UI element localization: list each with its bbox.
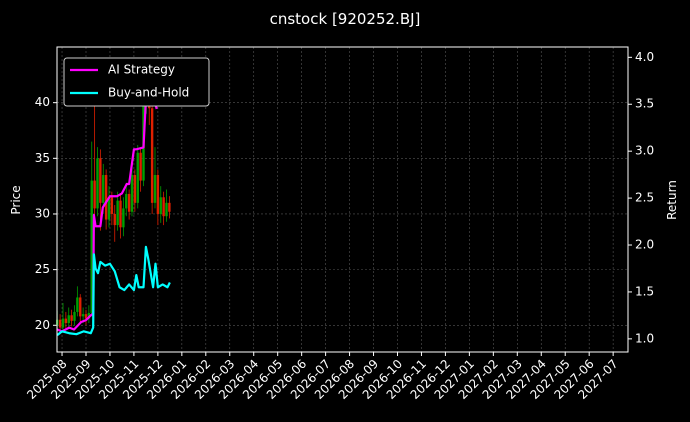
candle-body (81, 314, 85, 317)
candle-body (159, 197, 162, 214)
candle-body (119, 200, 122, 228)
candle-body (73, 311, 76, 321)
y2-tick-label: 2.5 (635, 191, 654, 205)
line-series (56, 245, 171, 336)
candle-body (150, 108, 154, 203)
y-tick-label: 20 (35, 318, 50, 332)
y2-axis-label: Return (665, 180, 679, 220)
y2-tick-label: 4.0 (635, 50, 654, 64)
candle-body (99, 158, 102, 203)
candle-body (107, 197, 111, 220)
y-tick-label: 25 (35, 262, 50, 276)
y2-tick-label: 1.0 (635, 331, 654, 345)
y2-tick-label: 2.0 (635, 238, 654, 252)
candle-body (168, 202, 171, 212)
candle-body (113, 213, 116, 226)
candle-body (104, 175, 108, 220)
candle-body (93, 180, 96, 209)
candle-body (76, 297, 79, 312)
candle-body (84, 314, 88, 319)
candle-body (130, 175, 134, 212)
candle-body (162, 197, 165, 217)
candle-body (79, 297, 82, 317)
y-tick-label: 35 (35, 151, 50, 165)
candle-body (70, 315, 73, 321)
candle-body (139, 152, 142, 181)
legend-box (63, 57, 210, 107)
candle-body (96, 158, 99, 209)
y2-tick-label: 1.5 (635, 284, 654, 298)
candle-body (61, 318, 65, 328)
y-tick-label: 30 (35, 206, 50, 220)
line-series (56, 70, 158, 333)
candle-body (102, 175, 105, 203)
y-tick-label: 40 (35, 95, 50, 109)
candle-body (116, 200, 119, 226)
candle-body (165, 202, 168, 217)
candle-body (67, 315, 70, 324)
candle-body (125, 193, 128, 209)
y2-tick-label: 3.0 (635, 144, 654, 158)
chart-title: cnstock [920252.BJ] (270, 10, 421, 28)
candle-body (64, 318, 68, 324)
candle-body (58, 319, 62, 328)
y-axis-label: Price (9, 185, 23, 214)
candle-body (90, 180, 93, 314)
legend-label: Buy-and-Hold (108, 86, 189, 100)
legend-label: AI Strategy (108, 63, 175, 77)
plot-frame (56, 46, 629, 353)
candle-body (156, 175, 160, 214)
y2-tick-label: 3.5 (635, 97, 654, 111)
candle-body (136, 152, 139, 203)
candle-body (127, 193, 131, 212)
candle-body (110, 197, 114, 214)
candle-body (153, 175, 157, 203)
candle-body (133, 175, 137, 203)
candle-body (122, 208, 125, 228)
